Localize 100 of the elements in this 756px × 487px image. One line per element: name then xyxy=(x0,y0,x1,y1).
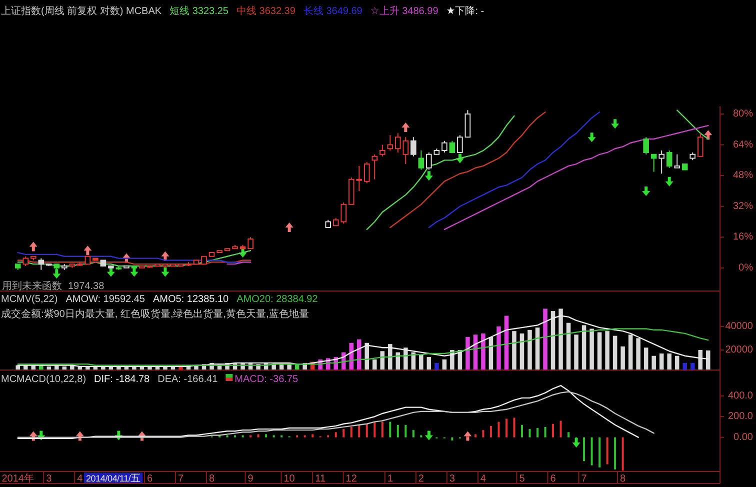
bar xyxy=(513,418,516,438)
bar xyxy=(342,429,345,438)
x-tick-label: 3 xyxy=(46,474,52,484)
bar xyxy=(482,430,484,438)
point xyxy=(424,171,433,181)
point xyxy=(572,438,580,448)
bar xyxy=(622,437,624,470)
point xyxy=(285,222,294,232)
point xyxy=(424,430,433,440)
candlestick xyxy=(124,265,130,268)
bar xyxy=(312,434,314,438)
candlestick xyxy=(22,256,29,266)
candlestick xyxy=(154,264,160,266)
candlestick xyxy=(224,248,230,252)
x-tick-label: 8 xyxy=(208,474,215,484)
bar xyxy=(474,434,476,438)
bar xyxy=(568,432,570,438)
candlestick xyxy=(186,262,192,266)
candlestick xyxy=(62,264,68,270)
point xyxy=(52,269,61,279)
candlestick xyxy=(449,140,456,153)
candlestick xyxy=(216,250,222,254)
candlestick xyxy=(364,162,370,184)
point xyxy=(29,242,38,252)
candlestick xyxy=(643,136,649,155)
bar xyxy=(614,437,616,470)
bar xyxy=(520,424,523,438)
y-tick-label: 400.0 xyxy=(728,390,754,402)
candlestick xyxy=(464,110,471,138)
text: ☆上升 3486.99 xyxy=(370,5,439,17)
candlestick xyxy=(38,258,44,270)
y-tick-label: 48% xyxy=(732,170,754,182)
chart-title: 上证指数(周线 前复权 对数) MCBAK xyxy=(1,5,162,17)
x-tick-label: 4 xyxy=(77,474,84,484)
point xyxy=(665,176,674,186)
candlestick xyxy=(116,265,122,270)
x-tick-label: 12 xyxy=(346,474,358,484)
text: AMO5: 12385.10 xyxy=(153,294,230,305)
bar xyxy=(358,424,360,438)
candlestick xyxy=(372,154,378,180)
candlestick xyxy=(402,136,409,165)
x-tick-label: 7 xyxy=(178,474,184,484)
point xyxy=(84,246,92,256)
candlestick xyxy=(92,258,98,261)
chart-title: MCMACD(10,22,8) xyxy=(1,374,86,385)
bar xyxy=(498,422,500,438)
candlestick xyxy=(178,264,184,266)
point xyxy=(161,267,170,277)
bar xyxy=(412,430,414,438)
text: AMOW: 19592.45 xyxy=(66,294,146,305)
bar xyxy=(528,429,531,438)
y-tick-label: 20000 xyxy=(725,344,754,356)
y-tick-label: 200.0 xyxy=(728,411,754,422)
point xyxy=(611,119,620,129)
x-tick-label: 4 xyxy=(480,474,486,484)
candlestick xyxy=(394,132,401,153)
candlestick xyxy=(69,264,76,268)
x-tick-label: 5 xyxy=(519,474,526,484)
candlestick xyxy=(84,256,91,265)
point xyxy=(464,431,472,441)
candlestick xyxy=(325,219,332,228)
text: 成交金额:紫90日内最大量, 红色吸货量,绿色出货量,黄色天量,蓝色地量 xyxy=(1,308,309,320)
x-tick-label: 1 xyxy=(387,474,394,484)
bar xyxy=(366,424,368,438)
y-tick-label: 80% xyxy=(732,108,754,120)
candlestick xyxy=(379,144,386,157)
text: ★下降: - xyxy=(446,5,484,17)
bar xyxy=(544,426,546,438)
legend-label: MACD: -36.75 xyxy=(234,374,298,385)
candlestick xyxy=(193,260,200,265)
bar xyxy=(606,437,608,464)
text: 长线 3649.69 xyxy=(303,5,363,17)
bar xyxy=(381,422,384,438)
text: 中线 3632.39 xyxy=(236,5,296,17)
bar xyxy=(560,420,562,438)
bar xyxy=(598,437,601,468)
candlestick xyxy=(658,150,664,174)
bar xyxy=(451,437,454,440)
bar xyxy=(265,434,268,438)
x-tick-label: 7 xyxy=(581,474,588,484)
bar xyxy=(374,422,376,438)
candlestick xyxy=(14,264,21,270)
annotation: 用到未来函数 xyxy=(2,280,62,292)
candlestick xyxy=(457,134,463,153)
bar xyxy=(404,424,407,438)
x-tick-label: 9 xyxy=(248,474,254,484)
x-tick-label: 3 xyxy=(449,474,456,484)
text: DIF: -184.78 xyxy=(94,374,150,385)
text: DEA: -166.41 xyxy=(158,374,218,385)
annotation: 1974.38 xyxy=(68,281,105,292)
x-tick-label: 11 xyxy=(315,474,326,484)
x-tick-label: 2014年 xyxy=(2,472,34,484)
point xyxy=(642,186,650,196)
bar xyxy=(536,428,539,438)
y-tick-label: 0% xyxy=(738,262,754,274)
candlestick xyxy=(139,265,145,268)
candlestick xyxy=(100,260,106,266)
candlestick xyxy=(442,140,448,153)
bar xyxy=(505,418,508,438)
x-tick-label: 10 xyxy=(284,474,296,484)
